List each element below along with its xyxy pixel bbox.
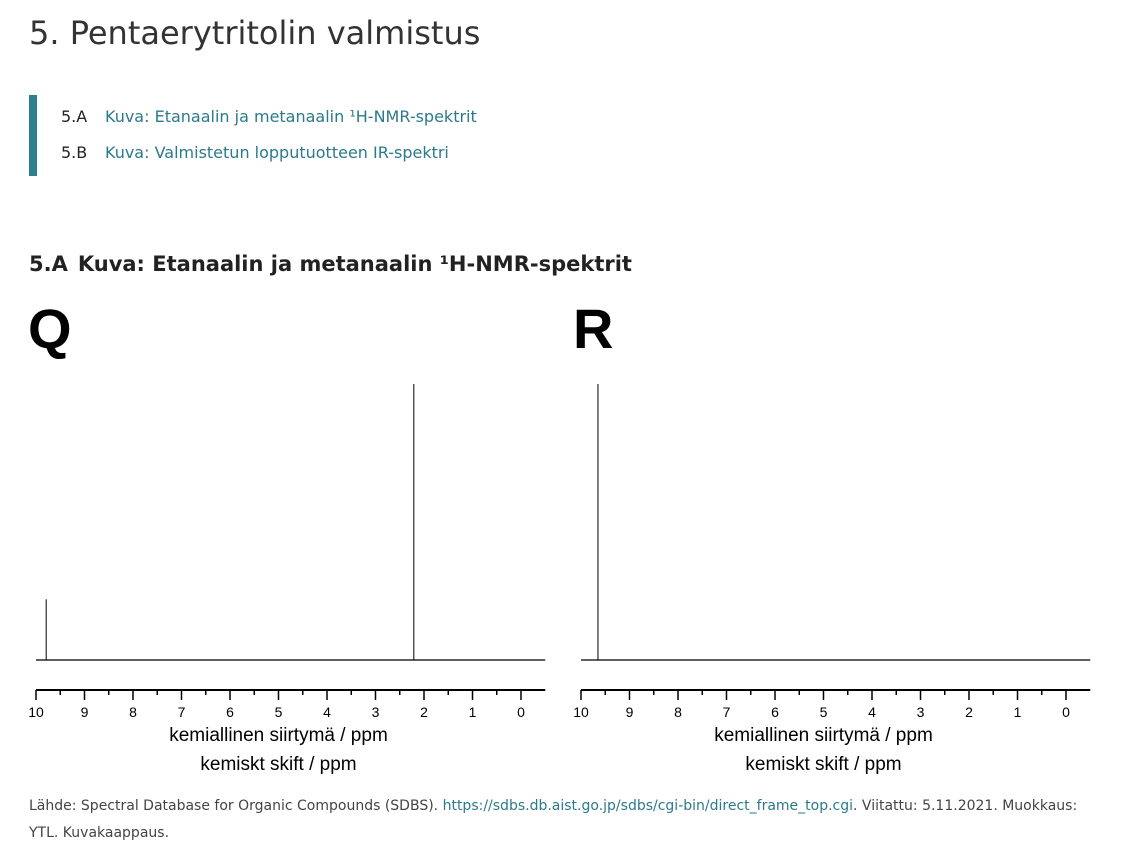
tick-label: 1 [469,704,477,720]
toc-item: 5.A Kuva: Etanaalin ja metanaalin ¹H-NMR-… [61,95,477,131]
tick-label: 3 [917,704,925,720]
caption-text: Lähde: Spectral Database for Organic Com… [29,798,439,814]
section-title: Kuva: Etanaalin ja metanaalin ¹H-NMR-spe… [77,252,632,276]
tick-label: 8 [674,704,682,720]
toc-link[interactable]: Kuva: Valmistetun lopputuotteen IR-spekt… [105,143,449,162]
tick-label: 0 [1062,704,1070,720]
tick-label: 2 [965,704,973,720]
tick-label: 4 [868,704,876,720]
tick-label: 1 [1014,704,1022,720]
axis-label: kemiallinen siirtymä / ppm [169,725,388,746]
tick-label: 5 [275,704,283,720]
caption-link[interactable]: https://sdbs.db.aist.go.jp/sdbs/cgi-bin/… [442,798,854,814]
toc-item: 5.B Kuva: Valmistetun lopputuotteen IR-sp… [61,131,477,167]
section-number: 5.A [29,252,68,276]
tick-label: 6 [226,704,234,720]
toc-number: 5.B [61,143,88,162]
axis-label: kemiskt skift / ppm [200,754,356,775]
tick-label: 10 [573,704,589,720]
toc-number: 5.A [61,107,88,126]
caption: Lähde: Spectral Database for Organic Com… [29,793,1099,847]
tick-label: 9 [81,704,89,720]
tick-label: 9 [626,704,634,720]
tick-label: 6 [771,704,779,720]
panel-label: R [573,300,613,360]
caption-text: . Viitattu: 5.11.2021. Muokkaus: YTL. Ku… [29,798,1078,841]
tick-label: 7 [723,704,731,720]
panel-label: Q [28,300,72,360]
tick-label: 5 [820,704,828,720]
section-heading: 5.A Kuva: Etanaalin ja metanaalin ¹H-NMR-… [29,252,632,276]
toc-link[interactable]: Kuva: Etanaalin ja metanaalin ¹H-NMR-spe… [105,107,477,126]
tick-label: 3 [372,704,380,720]
tick-label: 4 [323,704,331,720]
tick-label: 2 [420,704,428,720]
axis-label: kemiskt skift / ppm [745,754,901,775]
tick-label: 8 [129,704,137,720]
tick-label: 10 [28,704,44,720]
page-title: 5. Pentaerytritolin valmistus [29,14,481,52]
toc: 5.A Kuva: Etanaalin ja metanaalin ¹H-NMR-… [29,95,477,176]
tick-label: 7 [178,704,186,720]
tick-label: 0 [517,704,525,720]
axis-label: kemiallinen siirtymä / ppm [714,725,933,746]
